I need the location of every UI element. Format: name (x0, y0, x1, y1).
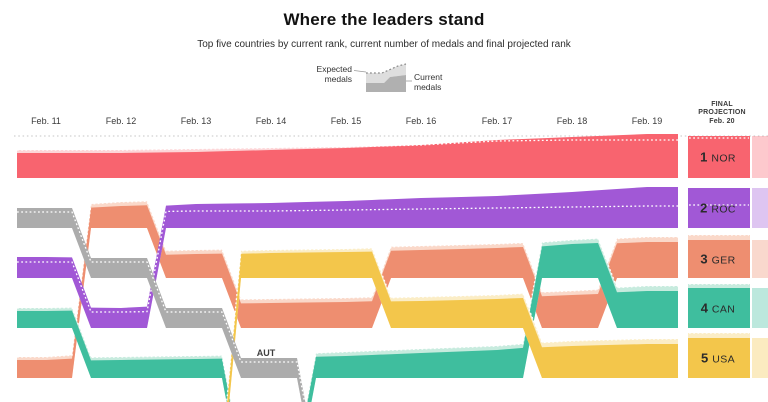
final-rank-number-USA: 5 (701, 351, 708, 366)
expected-dotted-line-NOR (17, 139, 678, 151)
ribbon-USA: 5 USA (226, 247, 768, 402)
final-rank-number-ROC: 2 (700, 201, 707, 216)
final-country-code-ROC: ROC (711, 204, 736, 216)
current-area-GER (17, 205, 678, 378)
final-block-USA (688, 338, 750, 378)
legend-expected-area (366, 64, 406, 83)
ribbon-GER: 3 GER (17, 200, 768, 378)
page-title: Where the leaders stand (283, 10, 485, 29)
final-rank-label-NOR: 1 NOR (700, 150, 736, 165)
current-area-CAN (17, 242, 678, 402)
expected-dotted-line-USA (226, 247, 678, 402)
final-projection-line2: PROJECTION (698, 109, 746, 116)
legend-expected-label-line1: Expected (317, 64, 353, 74)
final-country-code-GER: GER (712, 255, 736, 267)
x-axis-label-9: Feb. 19 (632, 116, 663, 126)
final-projection-line3: Feb. 20 (709, 118, 735, 125)
x-axis-label-7: Feb. 17 (482, 116, 513, 126)
legend-current-label-line1: Current (414, 72, 443, 82)
final-fade-strip-USA (752, 338, 768, 378)
expected-area-GER (17, 201, 678, 378)
final-rank-label-CAN: 4 CAN (701, 301, 736, 316)
final-fade-strip-GER (752, 240, 768, 278)
legend: Expected medals Current medals (317, 63, 443, 92)
final-block-NOR (688, 136, 750, 178)
final-projection-line1: FINAL (711, 101, 733, 108)
expected-dotted-line-AUT (17, 211, 306, 402)
legend-expected-label-line2: medals (325, 74, 352, 84)
final-rank-label-GER: 3 GER (700, 252, 735, 267)
legend-current-area (366, 75, 406, 92)
final-rank-number-GER: 3 (700, 252, 707, 267)
expected-dotted-line-GER (17, 200, 678, 358)
final-rank-number-CAN: 4 (701, 301, 709, 316)
x-axis-label-1: Feb. 11 (31, 116, 61, 126)
x-axis-label-8: Feb. 18 (557, 116, 588, 126)
ribbon-CAN: 4 CAN (17, 237, 768, 402)
final-fade-strip-ROC (752, 188, 768, 228)
current-area-ROC (17, 187, 678, 328)
country-annotation-AUT: AUT (257, 348, 276, 358)
x-axis-label-2: Feb. 12 (106, 116, 137, 126)
final-fade-strip-CAN (752, 288, 768, 328)
chart-header: Where the leaders stand Top five countri… (0, 10, 768, 50)
x-axis-label-4: Feb. 14 (256, 116, 287, 126)
ribbon-NOR: 1 NOR (17, 134, 768, 178)
page-subtitle: Top five countries by current rank, curr… (197, 39, 571, 50)
final-block-CAN (688, 288, 750, 328)
final-projection-header: FINAL PROJECTION Feb. 20 (698, 101, 746, 125)
x-axis-label-3: Feb. 13 (181, 116, 212, 126)
final-rank-label-USA: 5 USA (701, 351, 735, 366)
final-country-code-USA: USA (712, 354, 735, 366)
final-rank-label-ROC: 2 ROC (700, 201, 736, 216)
current-area-NOR (17, 134, 678, 178)
ribbon-ROC: 2 ROC (17, 187, 768, 328)
current-area-USA (226, 251, 678, 402)
ribbon-AUT: AUT (17, 208, 306, 402)
final-block-GER (688, 240, 750, 278)
legend-expected-dotted-line (366, 63, 407, 74)
final-country-code-CAN: CAN (712, 304, 735, 316)
legend-expected-pointer-line (353, 70, 367, 73)
expected-dotted-line-ROC (17, 205, 678, 313)
final-fade-strip-NOR (752, 136, 768, 178)
x-axis-label-6: Feb. 16 (406, 116, 437, 126)
expected-dotted-line-CAN (17, 237, 678, 402)
x-axis-label-5: Feb. 15 (331, 116, 362, 126)
current-area-AUT (17, 208, 306, 402)
legend-current-label-line2: medals (414, 82, 441, 92)
plot-area: Feb. 11 Feb. 12 Feb. 13 Feb. 14 Feb. 15 Feb. … (14, 116, 768, 402)
final-rank-number-NOR: 1 (700, 150, 707, 165)
final-country-code-NOR: NOR (711, 153, 736, 165)
final-block-ROC (688, 188, 750, 228)
